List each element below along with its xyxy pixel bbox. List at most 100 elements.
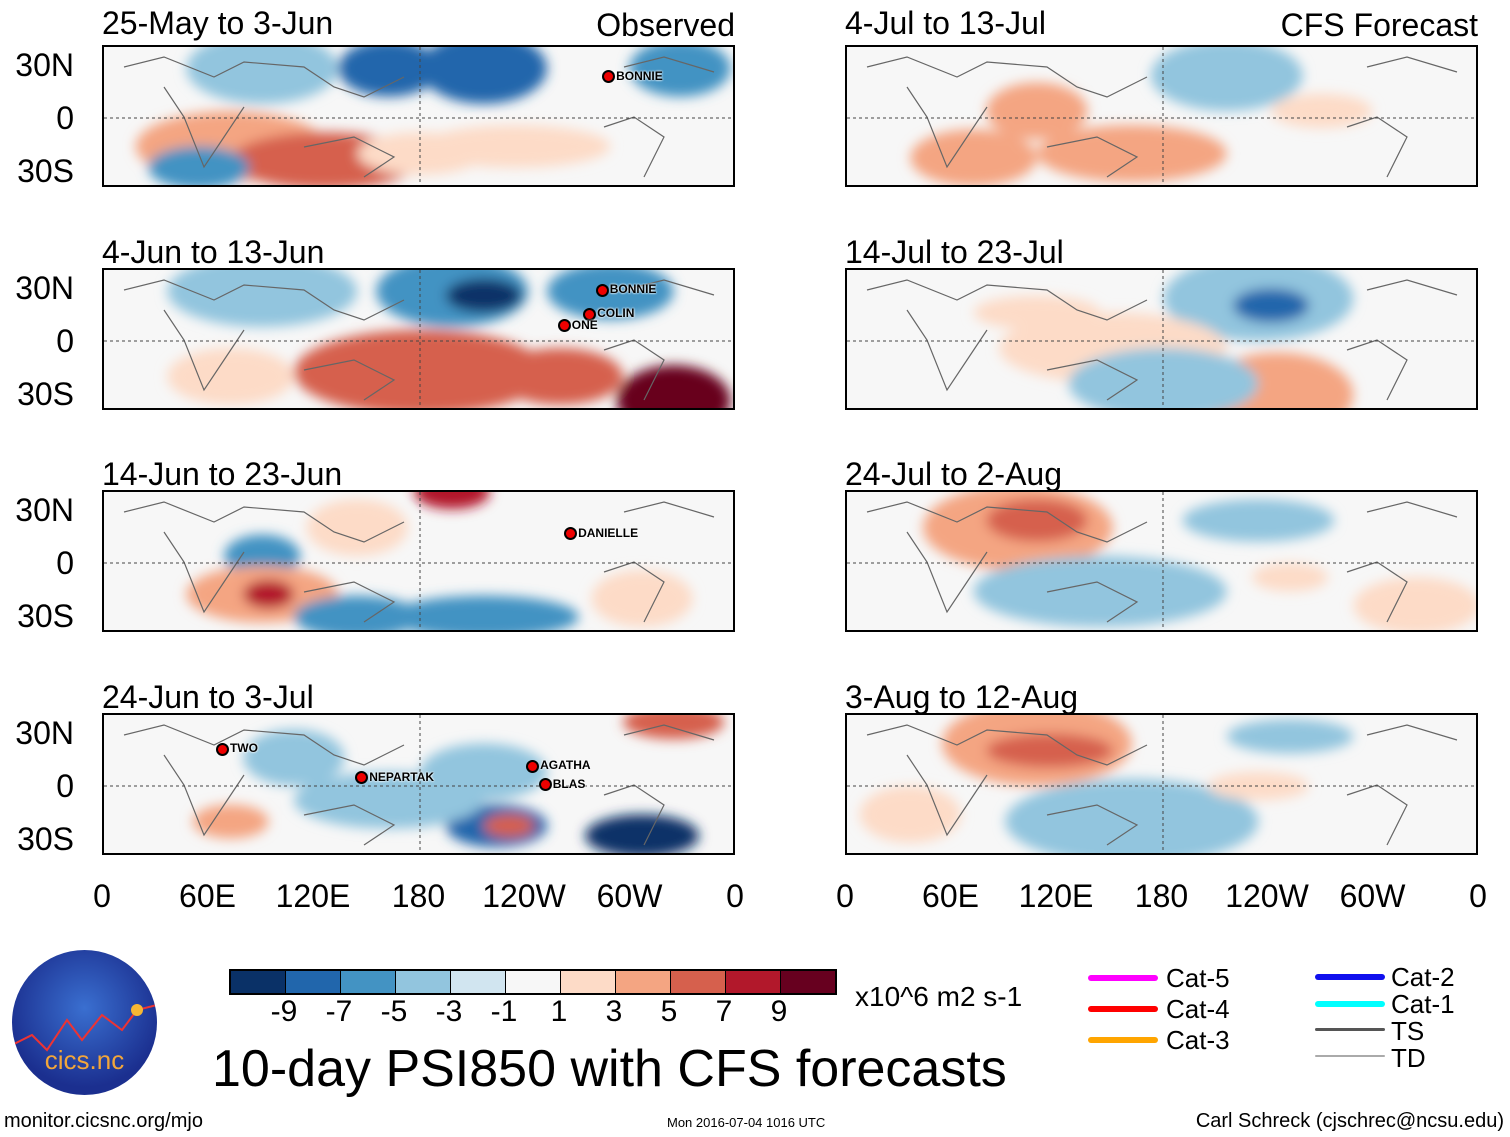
- anomaly-region: [306, 499, 408, 556]
- storm-track[interactable]: COLIN: [583, 306, 635, 321]
- map-panel: [102, 490, 735, 632]
- coastline: [866, 501, 1458, 623]
- x-axis-label: 120E: [275, 878, 351, 914]
- legend-label: Cat-3: [1166, 1025, 1230, 1055]
- legend-label: TS: [1391, 1016, 1425, 1046]
- storm-track[interactable]: ONE: [557, 318, 598, 333]
- anomaly-region: [186, 47, 339, 104]
- source-url[interactable]: monitor.cicsnc.org/mjo: [4, 1110, 203, 1132]
- anomaly-region: [445, 278, 522, 313]
- anomaly-region: [547, 270, 674, 320]
- map-panel: [102, 713, 735, 855]
- storm-track[interactable]: BONNIE: [602, 69, 663, 84]
- colorbar: [229, 969, 837, 995]
- coastline: [123, 56, 715, 178]
- storm-name: BLAS: [552, 776, 586, 791]
- storm-track[interactable]: NEPARTAK: [355, 770, 434, 785]
- anomaly-region: [1226, 719, 1354, 754]
- timestamp: Mon 2016-07-04 1016 UTC: [667, 1115, 826, 1130]
- y-axis-label: 0: [56, 323, 74, 359]
- legend-line-cat-3: [1088, 1037, 1158, 1043]
- storm-track[interactable]: BLAS: [538, 776, 586, 792]
- forecast-label: CFS Forecast: [1280, 7, 1478, 43]
- storm-track[interactable]: BONNIE: [595, 282, 657, 297]
- storm-name: COLIN: [597, 306, 635, 321]
- anomaly-region: [986, 82, 1088, 140]
- colorbar-swatch: [616, 971, 671, 993]
- hurricane-icon: [557, 319, 571, 333]
- map-panel: [845, 45, 1478, 187]
- colorbar-swatch: [671, 971, 726, 993]
- colorbar-swatch: [561, 971, 616, 993]
- panel-title: 25-May to 3-Jun: [102, 5, 334, 41]
- anomaly-region: [420, 47, 548, 104]
- colorbar-swatch: [506, 971, 561, 993]
- storm-track[interactable]: AGATHA: [526, 758, 591, 773]
- hurricane-icon: [526, 759, 540, 773]
- colorbar-label: -1: [490, 995, 518, 1028]
- anomaly-region: [293, 595, 421, 630]
- storm-name: AGATHA: [540, 758, 591, 773]
- storm-name: BONNIE: [616, 69, 663, 84]
- panel-title: 14-Jul to 23-Jul: [845, 234, 1064, 270]
- colorbar-swatch: [451, 971, 506, 993]
- anomaly-region: [616, 365, 731, 408]
- y-axis-label: 30S: [17, 153, 74, 189]
- storm-track[interactable]: TWO: [215, 741, 258, 756]
- coastline: [866, 279, 1458, 401]
- storm-name: BONNIE: [609, 282, 657, 297]
- anomaly-region: [1005, 778, 1259, 853]
- hurricane-icon: [595, 283, 609, 297]
- legend-line-cat-1: [1315, 1001, 1385, 1007]
- legend-line-ts: [1315, 1028, 1385, 1031]
- x-axis-label: 120W: [482, 878, 566, 914]
- anomaly-region: [910, 129, 1037, 185]
- colorbar-label: 3: [605, 995, 623, 1028]
- y-axis-label: 0: [56, 100, 74, 136]
- panel-title: 4-Jul to 13-Jul: [845, 5, 1046, 41]
- legend-label: Cat-2: [1391, 962, 1455, 992]
- anomaly-region: [986, 499, 1088, 542]
- storm-track[interactable]: DANIELLE: [564, 526, 638, 540]
- colorbar-units: x10^6 m2 s-1: [855, 981, 1023, 1012]
- colorbar-swatch: [286, 971, 341, 993]
- x-axis-label: 60E: [179, 878, 236, 914]
- y-axis-label: 0: [56, 545, 74, 581]
- panel-title: 4-Jun to 13-Jun: [102, 234, 325, 270]
- anomaly-region: [1233, 288, 1310, 323]
- observed-label: Observed: [596, 7, 735, 43]
- anomaly-region: [192, 804, 269, 839]
- panel-title: 24-Jun to 3-Jul: [102, 679, 314, 715]
- anomaly-region: [986, 733, 1113, 768]
- hurricane-icon: [538, 778, 552, 792]
- legend-label: TD: [1391, 1043, 1426, 1073]
- panel-title: 14-Jun to 23-Jun: [102, 456, 343, 492]
- y-axis-label: 30N: [15, 492, 74, 528]
- legend-line-cat-5: [1088, 975, 1158, 981]
- colorbar-swatch: [781, 971, 835, 993]
- colorbar-swatch: [396, 971, 451, 993]
- map-panel: [102, 45, 735, 187]
- colorbar-label: -5: [380, 995, 408, 1028]
- panel-title: 24-Jul to 2-Aug: [845, 456, 1063, 492]
- map-panel: [102, 268, 735, 410]
- coastline: [123, 501, 715, 623]
- coastline: [866, 56, 1458, 178]
- coastline: [866, 724, 1458, 846]
- colorbar-label: 9: [770, 995, 788, 1028]
- map-panel: [845, 268, 1478, 410]
- figure-title: 10-day PSI850 with CFS forecasts: [212, 1040, 1007, 1098]
- colorbar-label: -3: [435, 995, 463, 1028]
- logo-text: cics.nc: [44, 1045, 125, 1075]
- legend-label: Cat-1: [1391, 989, 1455, 1019]
- anomaly-region: [1182, 499, 1335, 542]
- storm-name: DANIELLE: [578, 525, 639, 540]
- hurricane-icon: [564, 526, 578, 540]
- x-axis-label: 60W: [1339, 878, 1406, 914]
- colorbar-label: 7: [715, 995, 733, 1028]
- x-axis-label: 0: [726, 878, 744, 914]
- y-axis-label: 30S: [17, 821, 74, 857]
- anomaly-region: [224, 534, 301, 578]
- hurricane-icon: [355, 771, 369, 785]
- anomaly-region: [1036, 125, 1227, 182]
